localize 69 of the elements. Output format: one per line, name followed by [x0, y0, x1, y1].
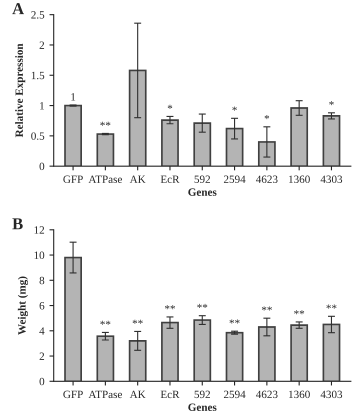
y-tick-label: 2 [40, 352, 44, 360]
bar [226, 128, 244, 166]
y-tick-label: 1 [40, 102, 44, 110]
x-axis-title: Genes [188, 188, 216, 196]
bar [226, 332, 244, 382]
x-tick-label: EcR [160, 176, 180, 184]
annotation: * [329, 101, 334, 106]
x-tick-label: ATPase [88, 390, 122, 398]
bar [96, 133, 114, 166]
annotation: * [264, 115, 270, 120]
bar [290, 107, 308, 166]
bar [322, 115, 340, 166]
x-tick-label: 4303 [320, 390, 342, 398]
x-tick-label: 2594 [224, 176, 246, 184]
y-tick-label: 8 [40, 276, 44, 284]
bar [128, 340, 147, 382]
annotation: ** [230, 319, 240, 324]
annotation: ** [100, 320, 110, 325]
y-tick-label: 10 [34, 252, 44, 260]
x-tick-label: ATPase [88, 176, 122, 184]
y-tick-label: 2 [40, 41, 44, 49]
bar [161, 322, 179, 382]
y-axis-title: Weight (mg) [18, 276, 28, 335]
annotation: ** [197, 304, 208, 308]
bar [64, 104, 82, 166]
x-tick-label: GFP [63, 176, 83, 184]
chart-title: B [12, 218, 23, 230]
x-tick-label: EcR [160, 390, 180, 398]
annotation: * [168, 104, 172, 109]
bar [161, 119, 179, 166]
bar [258, 326, 276, 382]
annotation: ** [326, 304, 336, 309]
y-tick-label: 0.5 [31, 132, 44, 140]
annotation: ** [294, 310, 304, 314]
y-axis-title: Relative Expression [15, 44, 26, 138]
bar [64, 256, 82, 382]
annotation: * [232, 106, 237, 111]
bar [96, 335, 114, 382]
annotation: ** [100, 122, 110, 126]
annotation: ** [164, 305, 175, 310]
x-tick-label: 1360 [289, 390, 310, 398]
y-tick-label: 12 [34, 226, 44, 234]
bar [322, 324, 340, 382]
annotation: 1 [71, 93, 76, 101]
x-tick-label: AK [130, 390, 146, 398]
x-tick-label: 2594 [224, 390, 246, 398]
x-tick-label: 592 [194, 176, 210, 184]
bar [258, 141, 276, 166]
bar [193, 319, 212, 382]
y-tick-label: 1.5 [32, 72, 44, 80]
x-tick-label: 4623 [256, 176, 278, 184]
x-axis-title: Genes [188, 404, 216, 411]
bar [193, 122, 212, 166]
x-tick-label: 1360 [289, 176, 310, 184]
x-tick-label: 4623 [256, 390, 278, 398]
x-tick-label: 4303 [320, 176, 342, 184]
y-tick-label: 2.5 [31, 11, 44, 19]
x-tick-label: GFP [63, 390, 83, 398]
bar [128, 70, 147, 166]
y-tick-label: 0 [40, 162, 44, 170]
bar [290, 324, 308, 382]
y-tick-label: 4 [39, 327, 44, 335]
x-tick-label: AK [130, 176, 146, 183]
y-tick-label: 6 [40, 302, 44, 310]
y-tick-label: 0 [40, 378, 44, 386]
chart-title: A [12, 3, 24, 14]
annotation: ** [262, 306, 272, 311]
x-tick-label: 592 [194, 390, 210, 398]
annotation: ** [132, 320, 143, 324]
